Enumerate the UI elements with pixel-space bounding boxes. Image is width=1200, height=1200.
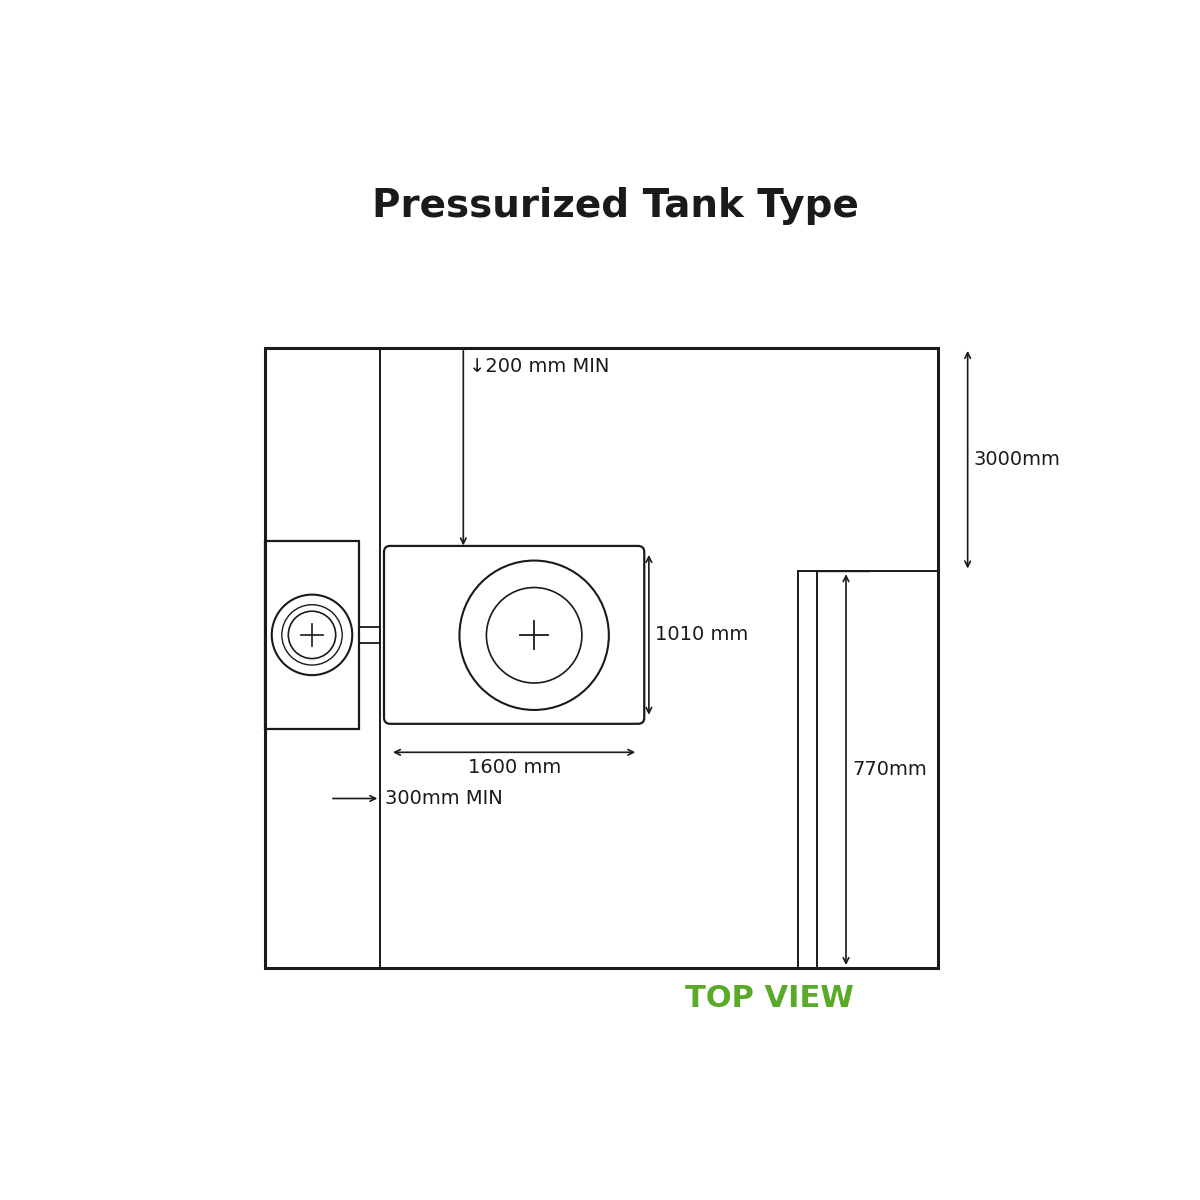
Text: ↓200 mm MIN: ↓200 mm MIN: [469, 358, 610, 377]
Text: 300mm MIN: 300mm MIN: [385, 790, 503, 808]
Text: Pressurized Tank Type: Pressurized Tank Type: [372, 186, 858, 224]
Bar: [359, 628, 380, 642]
Text: 1600 mm: 1600 mm: [468, 758, 560, 778]
Text: 770mm: 770mm: [852, 760, 926, 779]
Bar: [265, 540, 359, 730]
Text: 3000mm: 3000mm: [974, 450, 1061, 469]
Bar: [265, 348, 938, 968]
Text: TOP VIEW: TOP VIEW: [684, 984, 853, 1013]
Text: 1010 mm: 1010 mm: [655, 625, 749, 644]
